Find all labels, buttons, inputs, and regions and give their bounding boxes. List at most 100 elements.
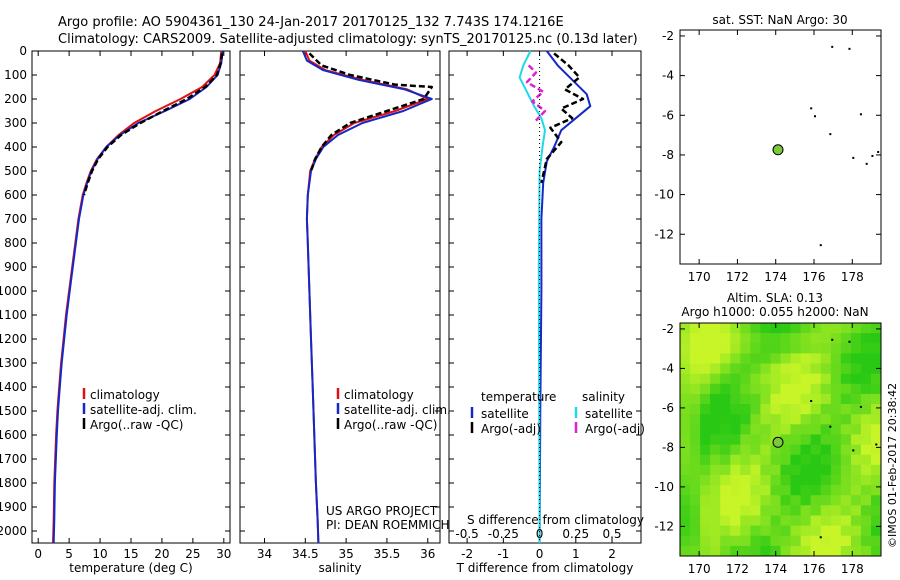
sla-heatmap-cell [760,535,772,547]
sla-heatmap-cell [860,373,872,385]
sla-heatmap-cell [830,414,842,425]
sla-heatmap-cell [820,535,832,547]
sla-heatmap-cell [680,373,691,385]
temperature-ytick-label: 2000 [0,524,27,538]
sla-map-island [852,449,855,452]
sla-heatmap-cell [850,515,862,527]
sla-heatmap-cell [800,444,812,456]
sla-heatmap-cell [750,414,762,425]
sla-heatmap-cell [760,333,772,344]
sla-heatmap-cell [680,393,691,405]
sla-heatmap-cell [800,525,812,537]
sla-heatmap-cell [770,404,782,415]
sla-heatmap-cell [690,545,701,556]
sla-heatmap-cell [820,515,832,527]
sla-heatmap-cell [690,444,701,456]
sla-heatmap-cell [860,535,872,547]
sla-heatmap-cell [840,323,852,334]
difference-legend-label: satellite [585,407,633,421]
sla_map-ytick-label: -12 [654,519,674,533]
sla-heatmap-cell [740,353,751,365]
sla-heatmap-cell [800,424,812,435]
temperature-ytick-label: 1400 [0,380,27,394]
sla-heatmap-cell [700,495,711,506]
sla-heatmap-cell [690,495,701,506]
sla-heatmap-cell [800,363,812,375]
sla-heatmap-cell [760,495,772,506]
sla-heatmap-cell [680,363,691,375]
sla-heatmap-cell [800,414,812,425]
sla_map-ytick-label: -4 [662,361,674,375]
sla-heatmap-cell [850,343,862,354]
sla-heatmap-cell [830,424,842,435]
sla-heatmap-cell [740,505,751,516]
sla-heatmap-cell [760,323,772,334]
sla-heatmap-cell [850,373,862,385]
sla-heatmap-cell [810,464,822,476]
sla-heatmap-cell [830,525,842,537]
sla-heatmap-cell [690,434,701,446]
sla-heatmap-cell [730,393,741,405]
sla-heatmap-cell [750,495,762,506]
sst-map-island [848,47,851,50]
temperature-ytick-label: 100 [4,68,27,82]
sla-heatmap-cell [810,353,822,365]
sla-heatmap-cell [860,333,872,344]
sla-heatmap-cell [840,424,852,435]
sla-heatmap-cell [780,363,792,375]
sla-heatmap-cell [800,353,812,365]
sla-heatmap-cell [790,434,802,446]
sla-heatmap-cell [700,545,711,556]
sla-heatmap-cell [750,323,762,334]
sst_map-ytick-label: -4 [662,69,674,83]
sla-heatmap-cell [820,444,832,456]
sla-heatmap-cell [720,323,731,334]
sla-heatmap-cell [770,343,782,354]
sla-heatmap-cell [780,373,792,385]
sla-heatmap-cell [830,363,842,375]
sla-heatmap-cell [800,535,812,547]
sla-heatmap-cell [830,475,842,486]
sla-heatmap-cell [830,535,842,547]
sla-heatmap-cell [860,545,872,556]
difference-xtick-label: -1 [497,547,509,561]
sla-heatmap-cell [871,343,881,354]
sla-heatmap-cell [760,485,772,496]
sla-heatmap-cell [770,424,782,435]
sla-heatmap-cell [690,475,701,486]
sla-heatmap-cell [700,525,711,537]
sla-heatmap-cell [810,373,822,385]
sst-map-island [814,115,816,118]
sla-heatmap-cell [810,424,822,435]
sla-heatmap-cell [700,475,711,486]
temperature-ytick-label: 1700 [0,452,27,466]
sst-map-island [810,107,813,110]
sla-heatmap-cell [850,505,862,516]
sla-heatmap-cell [730,535,741,547]
sst_map-ytick-label: -12 [654,227,674,241]
sla-heatmap-cell [700,323,711,334]
sla_map-xtick-label: 174 [764,562,787,576]
sla-heatmap-cell [780,414,792,425]
sla-heatmap-cell [840,485,852,496]
sla-heatmap-cell [810,545,822,556]
sla-heatmap-cell [720,525,731,537]
sla-heatmap-cell [780,535,792,547]
sla-heatmap-cell [830,495,842,506]
sla-heatmap-cell [800,495,812,506]
sla-map-island [819,536,822,539]
sla-heatmap-cell [710,363,721,375]
sla-heatmap-cell [750,505,762,516]
sla-heatmap-cell [810,525,822,537]
sla-heatmap-cell [780,454,792,466]
temperature-ytick-label: 700 [4,212,27,226]
sla-heatmap-cell [830,393,842,405]
sla-heatmap-cell [700,373,711,385]
sla-heatmap-cell [720,424,731,435]
sla-heatmap-cell [740,414,751,425]
sla-heatmap-cell [850,434,862,446]
sla-heatmap-cell [871,383,881,395]
sla-heatmap-cell [840,444,852,456]
sla-heatmap-cell [750,545,762,556]
